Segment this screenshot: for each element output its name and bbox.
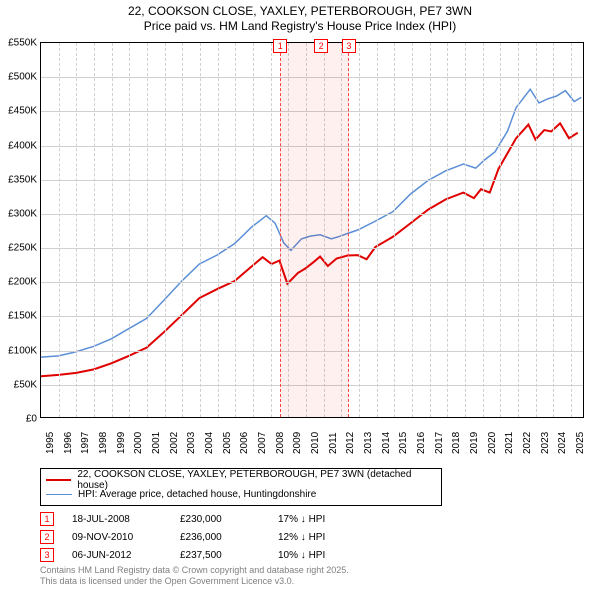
x-axis-label: 2017 xyxy=(434,442,445,454)
title-line-2: Price paid vs. HM Land Registry's House … xyxy=(0,19,600,34)
transaction-marker: 2 xyxy=(40,530,54,544)
transaction-date: 06-JUN-2012 xyxy=(72,550,162,561)
transaction-price: £237,500 xyxy=(180,550,260,561)
legend-label-property: 22, COOKSON CLOSE, YAXLEY, PETERBOROUGH,… xyxy=(77,469,436,491)
price-chart: £0£50K£100K£150K£200K£250K£300K£350K£400… xyxy=(40,42,584,418)
x-axis-label: 2025 xyxy=(575,442,586,454)
x-axis-label: 1995 xyxy=(45,442,56,454)
x-axis-label: 2024 xyxy=(557,442,568,454)
x-axis-label: 2021 xyxy=(504,442,515,454)
x-axis-label: 2006 xyxy=(239,442,250,454)
y-axis-label: £200K xyxy=(1,277,37,288)
y-axis-label: £100K xyxy=(1,345,37,356)
footer-line-1: Contains HM Land Registry data © Crown c… xyxy=(40,565,349,576)
footer-line-2: This data is licensed under the Open Gov… xyxy=(40,576,349,587)
footer-attribution: Contains HM Land Registry data © Crown c… xyxy=(40,565,349,587)
x-axis-label: 2005 xyxy=(222,442,233,454)
legend-swatch-property xyxy=(46,479,71,481)
x-axis-label: 2023 xyxy=(540,442,551,454)
y-axis-label: £400K xyxy=(1,140,37,151)
x-axis-label: 2018 xyxy=(451,442,462,454)
x-axis-label: 2008 xyxy=(275,442,286,454)
transaction-marker: 1 xyxy=(40,512,54,526)
x-axis-label: 2001 xyxy=(151,442,162,454)
transaction-hpi: 12% ↓ HPI xyxy=(278,532,358,543)
x-axis-label: 1997 xyxy=(80,442,91,454)
legend-swatch-hpi xyxy=(46,494,72,495)
y-axis-label: £550K xyxy=(1,38,37,49)
legend-label-hpi: HPI: Average price, detached house, Hunt… xyxy=(78,489,316,500)
x-axis-label: 2016 xyxy=(416,442,427,454)
x-axis-label: 2002 xyxy=(169,442,180,454)
chart-title: 22, COOKSON CLOSE, YAXLEY, PETERBOROUGH,… xyxy=(0,0,600,34)
y-axis-label: £350K xyxy=(1,174,37,185)
transactions-table: 1 18-JUL-2008 £230,000 17% ↓ HPI 2 09-NO… xyxy=(40,510,358,564)
y-axis-label: £50K xyxy=(1,379,37,390)
x-axis-label: 2000 xyxy=(133,442,144,454)
chart-marker: 3 xyxy=(342,39,356,53)
transaction-date: 09-NOV-2010 xyxy=(72,532,162,543)
legend-entry-property: 22, COOKSON CLOSE, YAXLEY, PETERBOROUGH,… xyxy=(46,472,436,487)
x-axis-label: 2009 xyxy=(292,442,303,454)
y-axis-label: £150K xyxy=(1,311,37,322)
x-axis-label: 1996 xyxy=(63,442,74,454)
x-axis-label: 2003 xyxy=(186,442,197,454)
transaction-date: 18-JUL-2008 xyxy=(72,514,162,525)
transaction-hpi: 17% ↓ HPI xyxy=(278,514,358,525)
transaction-price: £230,000 xyxy=(180,514,260,525)
x-axis-label: 1999 xyxy=(116,442,127,454)
table-row: 3 06-JUN-2012 £237,500 10% ↓ HPI xyxy=(40,546,358,564)
x-axis-label: 2014 xyxy=(381,442,392,454)
chart-marker: 1 xyxy=(273,39,287,53)
transaction-marker: 3 xyxy=(40,548,54,562)
y-axis-label: £500K xyxy=(1,72,37,83)
x-axis-label: 2020 xyxy=(487,442,498,454)
highlight-region xyxy=(280,43,349,417)
y-axis-label: £0 xyxy=(1,414,37,425)
transaction-hpi: 10% ↓ HPI xyxy=(278,550,358,561)
x-axis-label: 2013 xyxy=(363,442,374,454)
x-axis-label: 2007 xyxy=(257,442,268,454)
y-axis-label: £300K xyxy=(1,208,37,219)
x-axis-label: 2010 xyxy=(310,442,321,454)
chart-marker: 2 xyxy=(314,39,328,53)
x-axis-label: 2011 xyxy=(328,442,339,454)
table-row: 1 18-JUL-2008 £230,000 17% ↓ HPI xyxy=(40,510,358,528)
y-axis-label: £250K xyxy=(1,243,37,254)
x-axis-label: 2004 xyxy=(204,442,215,454)
title-line-1: 22, COOKSON CLOSE, YAXLEY, PETERBOROUGH,… xyxy=(0,4,600,19)
x-axis-label: 2022 xyxy=(522,442,533,454)
transaction-price: £236,000 xyxy=(180,532,260,543)
x-axis-label: 1998 xyxy=(98,442,109,454)
x-axis-label: 2012 xyxy=(345,442,356,454)
y-axis-label: £450K xyxy=(1,106,37,117)
x-axis-label: 2015 xyxy=(398,442,409,454)
table-row: 2 09-NOV-2010 £236,000 12% ↓ HPI xyxy=(40,528,358,546)
x-axis-label: 2019 xyxy=(469,442,480,454)
legend: 22, COOKSON CLOSE, YAXLEY, PETERBOROUGH,… xyxy=(40,468,442,506)
